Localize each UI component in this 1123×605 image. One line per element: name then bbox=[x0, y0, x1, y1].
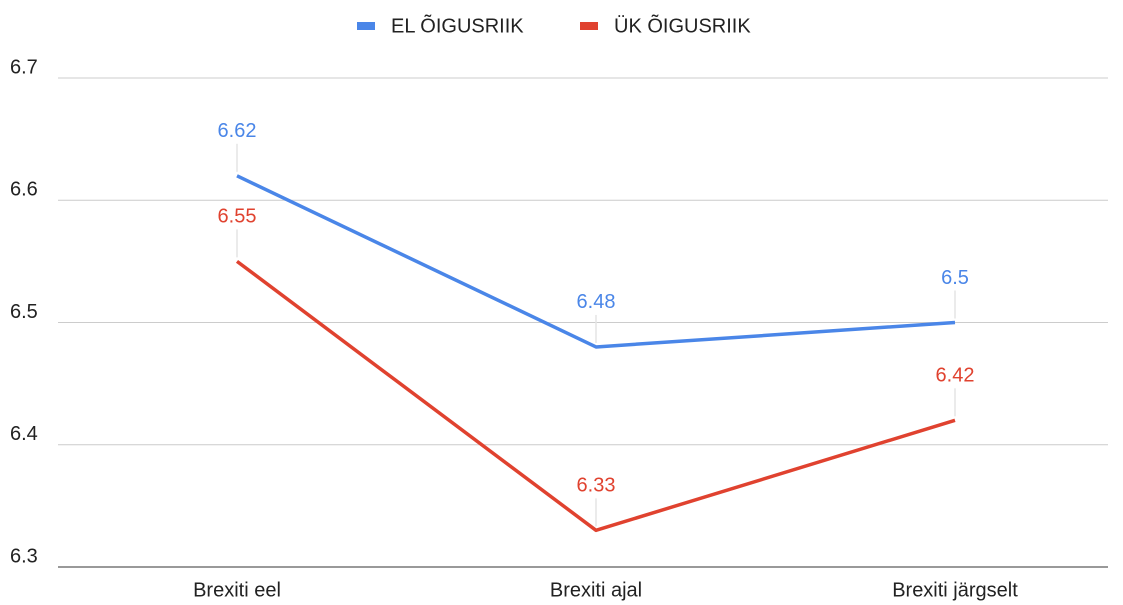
legend-label: ÜK ÕIGUSRIIK bbox=[614, 13, 751, 37]
data-label: 6.33 bbox=[577, 475, 616, 497]
data-label: 6.48 bbox=[577, 291, 616, 313]
x-tick-label: Brexiti ajal bbox=[550, 579, 642, 601]
data-label: 6.62 bbox=[218, 120, 257, 142]
y-tick-label: 6.5 bbox=[10, 301, 38, 323]
data-label: 6.42 bbox=[936, 365, 975, 387]
x-tick-label: Brexiti järgselt bbox=[892, 579, 1018, 601]
x-tick-label: Brexiti eel bbox=[193, 579, 281, 601]
data-label: 6.55 bbox=[218, 206, 257, 228]
data-label: 6.5 bbox=[941, 267, 969, 289]
legend-swatch bbox=[580, 22, 598, 30]
y-tick-label: 6.7 bbox=[10, 56, 38, 78]
legend-label: EL ÕIGUSRIIK bbox=[391, 13, 524, 37]
series-line bbox=[235, 259, 956, 533]
y-tick-label: 6.4 bbox=[10, 423, 38, 445]
y-tick-label: 6.3 bbox=[10, 545, 38, 567]
series-line bbox=[236, 174, 956, 349]
legend-swatch bbox=[357, 22, 375, 30]
y-tick-label: 6.6 bbox=[10, 179, 38, 201]
